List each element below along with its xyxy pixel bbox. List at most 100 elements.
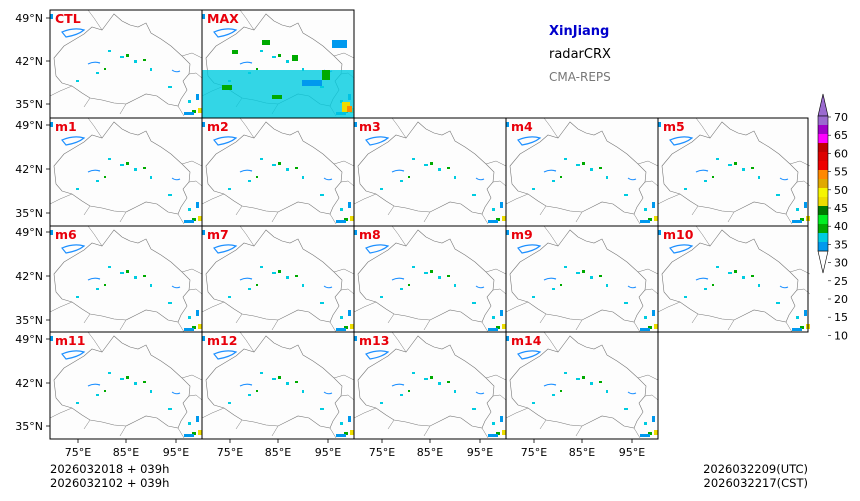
- map-panel-max: MAX: [201, 9, 355, 119]
- lon-label: 75°E: [521, 446, 547, 459]
- product-name: radarCRX: [549, 47, 611, 62]
- panel-label: m13: [359, 333, 389, 348]
- colorbar-label: 60: [834, 147, 848, 160]
- colorbar-segment: [818, 134, 828, 143]
- panel-grid: CTL MAX m1: [49, 9, 811, 440]
- map-panel-ctl: CTL: [49, 9, 203, 119]
- colorbar: 70 65 60 55 50 45 40 35 30 25 20 15 10: [817, 93, 848, 342]
- panel-label: m7: [207, 227, 229, 242]
- colorbar-label: 10: [834, 329, 848, 342]
- lat-label: 49°N: [15, 226, 43, 239]
- lon-label: 75°E: [217, 446, 243, 459]
- colorbar-segment: [818, 143, 828, 152]
- lon-label: 85°E: [417, 446, 443, 459]
- colorbar-segment: [818, 224, 828, 233]
- map-panel-m4: m4: [505, 117, 659, 227]
- panel-label: m10: [663, 227, 694, 242]
- model-name: CMA-REPS: [549, 70, 611, 84]
- colorbar-extend-max: [817, 93, 829, 117]
- panel-label: MAX: [207, 11, 239, 26]
- lat-label: 35°N: [15, 420, 43, 433]
- lat-label: 42°N: [15, 163, 43, 176]
- colorbar-segment: [818, 125, 828, 134]
- panel-label: m14: [511, 333, 542, 348]
- latitude-axis: [46, 17, 50, 427]
- colorbar-segment: [818, 152, 828, 161]
- colorbar-label: 50: [834, 184, 848, 197]
- lat-label: 35°N: [15, 314, 43, 327]
- map-panel-m11: m11: [49, 331, 203, 440]
- colorbar-segment: [818, 242, 828, 251]
- lat-label: 42°N: [15, 377, 43, 390]
- colorbar-label: 40: [834, 220, 848, 233]
- map-panel-m13: m13: [353, 331, 507, 440]
- init-time-block: 2026032018 + 039h 2026032102 + 039h: [50, 462, 169, 490]
- colorbar-segment: [818, 233, 828, 242]
- map-panel-m6: m6: [49, 225, 203, 333]
- panel-label: CTL: [55, 11, 81, 26]
- map-panel-m1: m1: [49, 117, 203, 227]
- lon-label: 95°E: [315, 446, 341, 459]
- colorbar-segment: [818, 188, 828, 197]
- panel-label: m6: [55, 227, 77, 242]
- map-panel-m8: m8: [353, 225, 507, 333]
- lat-label: 35°N: [15, 98, 43, 111]
- colorbar-segment: [818, 116, 828, 125]
- colorbar-label: 35: [834, 238, 848, 251]
- panel-label: m12: [207, 333, 237, 348]
- lat-label: 42°N: [15, 55, 43, 68]
- info-block: XinJiang radarCRX CMA-REPS: [549, 24, 611, 84]
- colorbar-segment: [818, 197, 828, 206]
- valid-time-utc: 2026032209(UTC): [703, 462, 808, 476]
- map-panel-m12: m12: [201, 331, 355, 440]
- valid-time-cst: 2026032217(CST): [704, 476, 809, 490]
- lon-label: 75°E: [369, 446, 395, 459]
- map-panel-m7: m7: [201, 225, 355, 333]
- colorbar-label: 45: [834, 202, 848, 215]
- region-title: XinJiang: [549, 24, 609, 39]
- colorbar-outline: [817, 115, 829, 252]
- colorbar-segment: [818, 161, 828, 170]
- map-panel-m14: m14: [505, 331, 659, 440]
- colorbar-segment: [818, 206, 828, 215]
- lat-label: 35°N: [15, 207, 43, 220]
- panel-label: m1: [55, 119, 77, 134]
- colorbar-label: 30: [834, 257, 848, 270]
- valid-time-block: 2026032209(UTC) 2026032217(CST): [703, 462, 808, 490]
- longitude-labels: 75°E 85°E 95°E 75°E 85°E 95°E 75°E 85°E …: [65, 446, 645, 459]
- lon-label: 95°E: [163, 446, 189, 459]
- colorbar-label: 70: [834, 111, 848, 124]
- lon-label: 95°E: [619, 446, 645, 459]
- colorbar-label: 55: [834, 166, 848, 179]
- map-panel-m5: m5: [657, 117, 811, 227]
- colorbar-segment: [818, 179, 828, 188]
- colorbar-label: 25: [834, 275, 848, 288]
- lon-label: 85°E: [569, 446, 595, 459]
- panel-label: m5: [663, 119, 685, 134]
- panel-label: m2: [207, 119, 229, 134]
- panel-label: m11: [55, 333, 85, 348]
- map-panel-m3: m3: [353, 117, 507, 227]
- lat-label: 49°N: [15, 119, 43, 132]
- latitude-labels: 49°N 42°N 35°N 49°N 42°N 35°N 49°N 42°N …: [15, 12, 43, 433]
- lon-label: 95°E: [467, 446, 493, 459]
- map-panel-m9: m9: [505, 225, 659, 333]
- lat-label: 49°N: [15, 12, 43, 25]
- panel-label: m4: [511, 119, 533, 134]
- panel-label: m8: [359, 227, 381, 242]
- map-panel-m2: m2: [201, 117, 355, 227]
- colorbar-label: 20: [834, 293, 848, 306]
- colorbar-label: 65: [834, 129, 848, 142]
- colorbar-label: 15: [834, 311, 848, 324]
- colorbar-segment: [818, 170, 828, 179]
- lon-label: 85°E: [113, 446, 139, 459]
- colorbar-segment: [818, 215, 828, 224]
- init-time-cst: 2026032102 + 039h: [50, 476, 169, 490]
- lat-label: 42°N: [15, 270, 43, 283]
- panel-label: m3: [359, 119, 381, 134]
- init-time-utc: 2026032018 + 039h: [50, 462, 169, 476]
- map-panel-m10: m10: [657, 225, 811, 333]
- lon-label: 85°E: [265, 446, 291, 459]
- lon-label: 75°E: [65, 446, 91, 459]
